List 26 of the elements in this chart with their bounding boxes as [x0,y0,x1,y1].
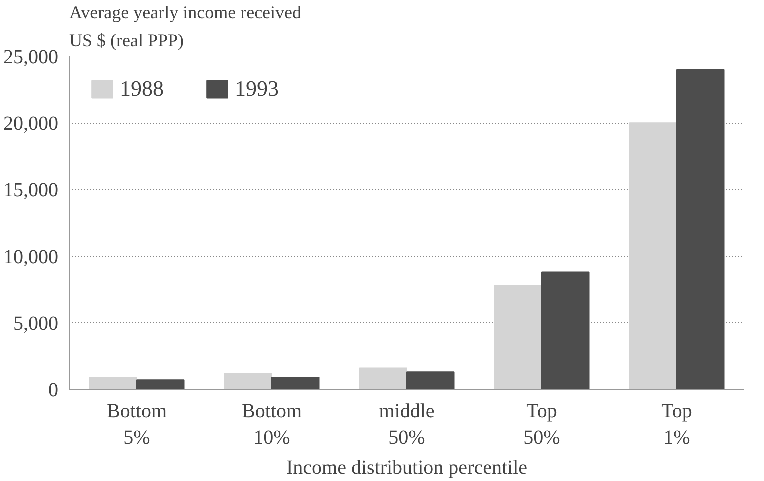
legend-label: 1993 [235,76,279,102]
bar [406,372,455,390]
chart-subtitle: US $ (real PPP) [70,30,184,50]
bar [676,69,725,390]
y-tick-label: 10,000 [4,246,58,268]
bar [136,380,185,390]
x-tick-label: Bottom 10% [242,400,302,449]
bar [359,368,408,390]
chart-title: Average yearly income received [70,2,302,22]
bar [272,377,320,390]
bar [224,373,272,390]
y-tick-label: 5,000 [14,312,58,335]
x-tick-label: Top 50% [524,400,560,449]
x-tick-label: Top 1% [662,400,692,449]
y-tick-label: 25,000 [4,46,58,68]
bar [89,377,138,390]
bar [494,285,542,390]
bar [629,122,678,390]
x-axis-title: Income distribution percentile [286,456,528,479]
x-tick-label: Bottom 5% [106,400,168,449]
bar [542,272,590,390]
y-tick-label: 20,000 [4,113,58,136]
x-tick-label: middle 50% [379,400,435,449]
y-tick-label: 15,000 [4,180,58,202]
y-tick-label: 0 [48,380,58,402]
legend-label: 1988 [120,76,164,102]
